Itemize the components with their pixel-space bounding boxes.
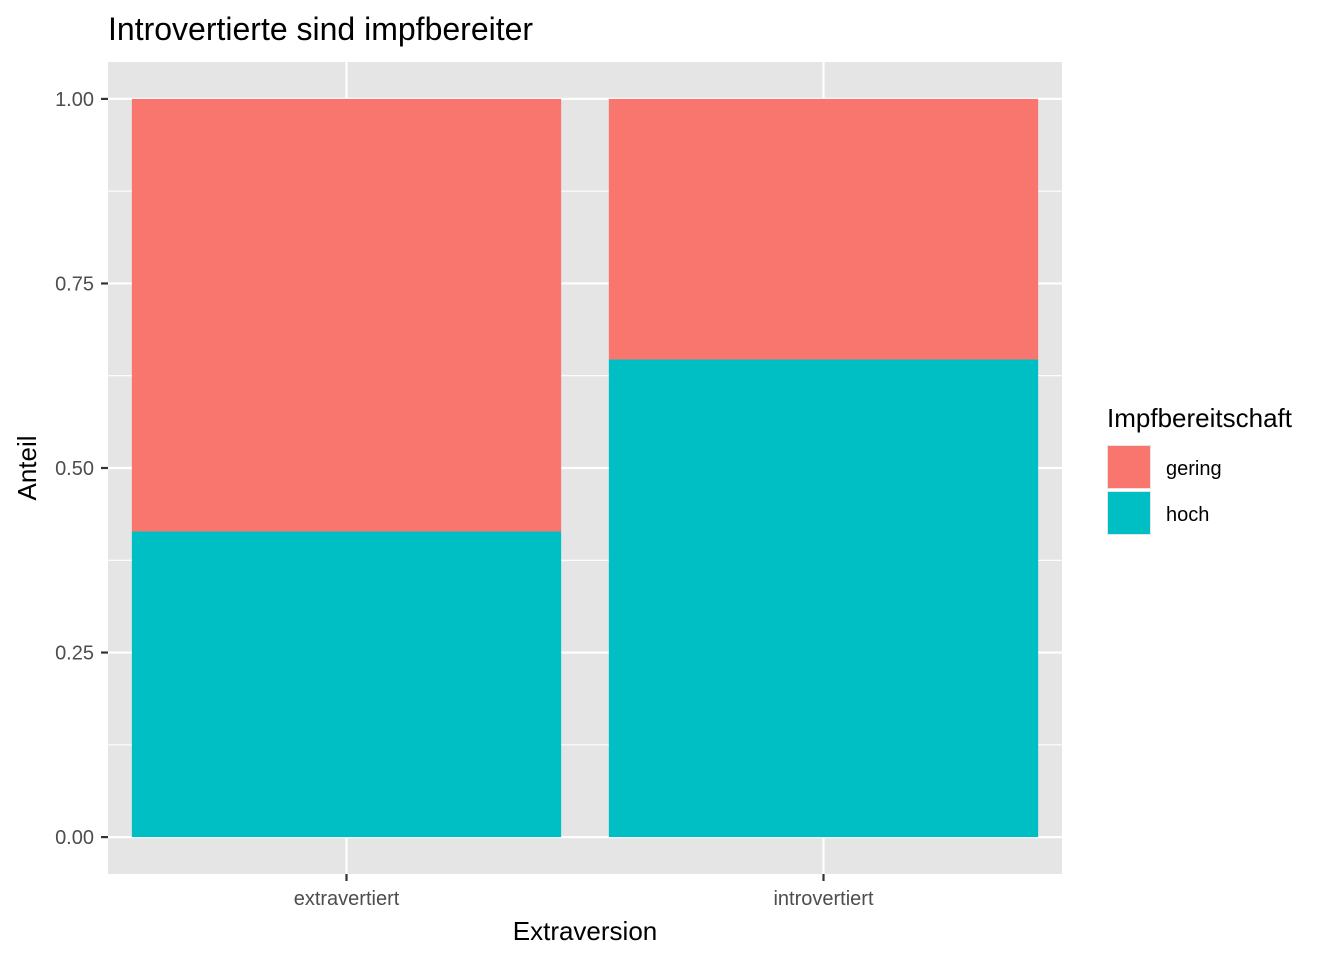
- y-tick-label: 0.75: [55, 273, 94, 295]
- bar-hoch-introvertiert: [608, 359, 1039, 838]
- chart-title: Introvertierte sind impfbereiter: [108, 11, 533, 47]
- legend-swatch-hoch: [1108, 492, 1150, 534]
- y-axis: 0.00 0.25 0.50 0.75 1.00: [55, 89, 108, 849]
- y-tick-label: 1.00: [55, 89, 94, 111]
- legend-items: gering hoch: [1107, 445, 1222, 535]
- bar-hoch-extravertiert: [131, 531, 562, 838]
- x-axis-title: Extraversion: [513, 916, 658, 946]
- y-tick-label: 0.25: [55, 643, 94, 665]
- legend: Impfbereitschaft gering hoch: [1107, 403, 1293, 535]
- y-tick-label: 0.00: [55, 827, 94, 849]
- x-axis: extravertiert introvertiert: [294, 874, 874, 910]
- bar-gering-extravertiert: [131, 98, 562, 532]
- x-tick-label: extravertiert: [294, 888, 400, 910]
- legend-label-gering: gering: [1166, 458, 1222, 480]
- legend-title: Impfbereitschaft: [1107, 403, 1293, 433]
- legend-label-hoch: hoch: [1166, 504, 1209, 526]
- x-tick-label: introvertiert: [773, 888, 873, 910]
- bars: [131, 98, 1039, 838]
- legend-swatch-gering: [1108, 446, 1150, 488]
- bar-gering-introvertiert: [608, 98, 1039, 360]
- y-tick-label: 0.50: [55, 458, 94, 480]
- y-axis-title: Anteil: [12, 435, 42, 500]
